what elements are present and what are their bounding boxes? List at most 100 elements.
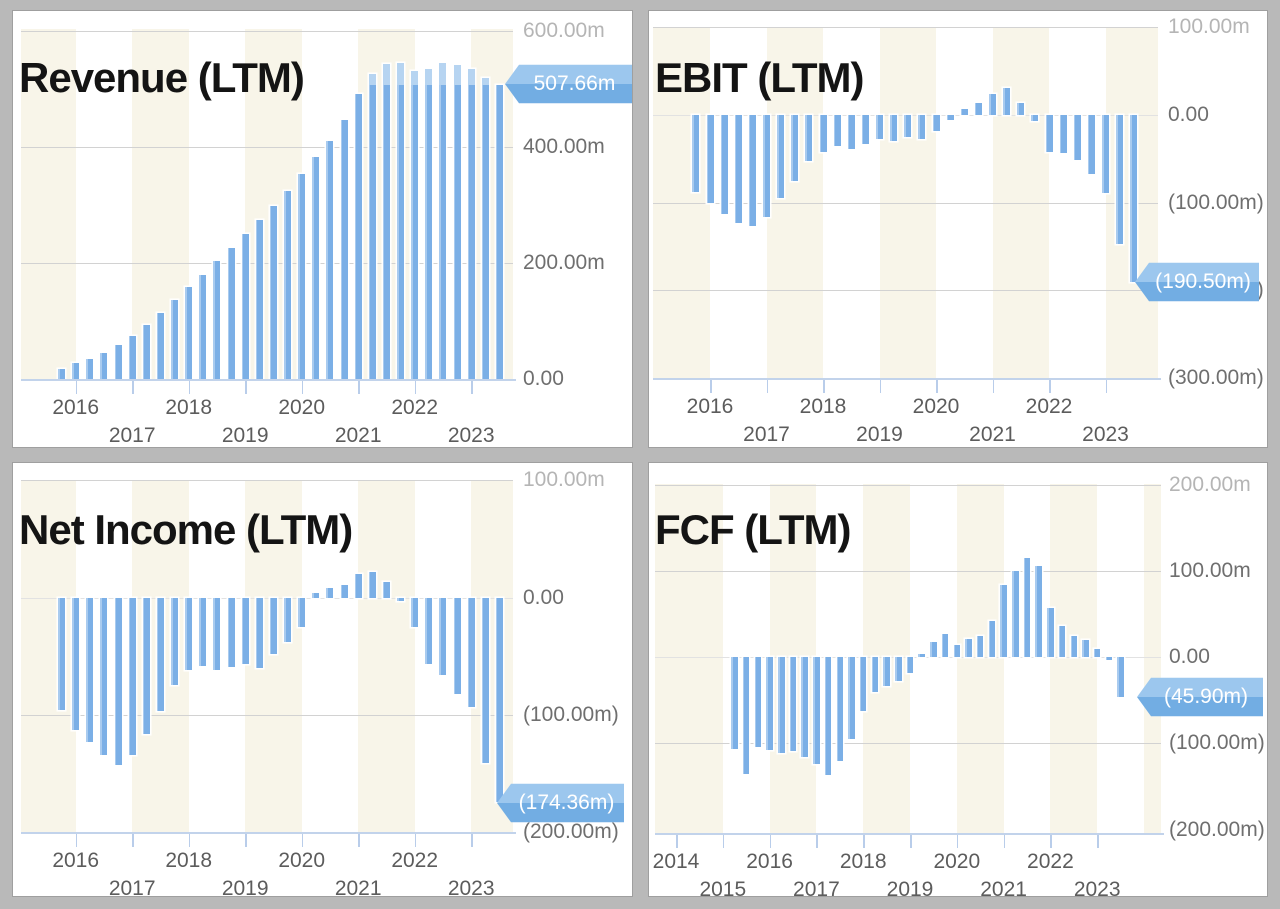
bar[interactable] bbox=[453, 65, 461, 379]
bar[interactable] bbox=[156, 597, 164, 712]
bar[interactable] bbox=[185, 597, 193, 671]
bar[interactable] bbox=[1045, 114, 1053, 153]
bar[interactable] bbox=[976, 635, 984, 658]
bar[interactable] bbox=[1012, 570, 1019, 658]
bar[interactable] bbox=[1093, 648, 1101, 658]
bar[interactable] bbox=[989, 93, 996, 115]
bar[interactable] bbox=[156, 312, 164, 379]
bar[interactable] bbox=[1102, 114, 1109, 193]
bar[interactable] bbox=[763, 114, 770, 217]
bar[interactable] bbox=[859, 657, 867, 712]
bar[interactable] bbox=[241, 597, 249, 665]
bar[interactable] bbox=[731, 657, 738, 749]
bar[interactable] bbox=[1082, 639, 1089, 658]
bar[interactable] bbox=[941, 633, 949, 658]
bar[interactable] bbox=[114, 345, 122, 379]
bar[interactable] bbox=[439, 62, 447, 379]
bar[interactable] bbox=[720, 114, 728, 214]
bar[interactable] bbox=[1035, 565, 1042, 658]
bar[interactable] bbox=[1070, 635, 1078, 658]
bar[interactable] bbox=[754, 657, 762, 747]
bar[interactable] bbox=[199, 274, 207, 379]
bar[interactable] bbox=[813, 657, 820, 765]
bar[interactable] bbox=[86, 597, 94, 742]
bar[interactable] bbox=[213, 261, 221, 379]
bar[interactable] bbox=[801, 657, 808, 758]
bar[interactable] bbox=[481, 597, 489, 763]
bar[interactable] bbox=[171, 300, 179, 379]
bar[interactable] bbox=[481, 77, 489, 379]
bar[interactable] bbox=[100, 597, 108, 755]
bar[interactable] bbox=[1003, 87, 1011, 115]
bar[interactable] bbox=[86, 359, 94, 379]
bar[interactable] bbox=[72, 363, 80, 379]
bar[interactable] bbox=[312, 157, 320, 379]
bar[interactable] bbox=[269, 205, 277, 379]
bar[interactable] bbox=[748, 114, 756, 227]
bar[interactable] bbox=[354, 574, 362, 598]
bar[interactable] bbox=[1017, 103, 1025, 115]
bar[interactable] bbox=[326, 588, 334, 598]
bar[interactable] bbox=[227, 597, 235, 667]
bar[interactable] bbox=[453, 597, 461, 694]
bar[interactable] bbox=[742, 657, 750, 774]
bar[interactable] bbox=[1059, 114, 1067, 154]
bar[interactable] bbox=[1073, 114, 1081, 160]
bar[interactable] bbox=[906, 657, 914, 673]
bar[interactable] bbox=[960, 109, 968, 115]
bar[interactable] bbox=[1047, 608, 1054, 658]
bar[interactable] bbox=[766, 657, 773, 751]
bar[interactable] bbox=[706, 114, 714, 204]
bar[interactable] bbox=[861, 114, 869, 144]
bar[interactable] bbox=[425, 597, 433, 665]
bar[interactable] bbox=[255, 597, 263, 668]
bar[interactable] bbox=[876, 114, 883, 140]
bar[interactable] bbox=[284, 190, 292, 379]
bar[interactable] bbox=[495, 84, 503, 379]
bar[interactable] bbox=[439, 597, 447, 675]
bar[interactable] bbox=[368, 73, 376, 379]
bar[interactable] bbox=[397, 62, 405, 379]
bar[interactable] bbox=[298, 174, 306, 379]
bar[interactable] bbox=[467, 597, 475, 707]
bar[interactable] bbox=[1117, 657, 1124, 697]
bar[interactable] bbox=[791, 114, 799, 181]
bar[interactable] bbox=[1031, 114, 1039, 121]
bar[interactable] bbox=[871, 657, 879, 692]
bar[interactable] bbox=[213, 597, 221, 671]
bar[interactable] bbox=[171, 597, 179, 686]
bar[interactable] bbox=[199, 597, 207, 666]
bar[interactable] bbox=[974, 103, 982, 115]
bar[interactable] bbox=[833, 114, 841, 147]
bar[interactable] bbox=[425, 68, 433, 379]
bar[interactable] bbox=[692, 114, 700, 192]
bar[interactable] bbox=[904, 114, 912, 137]
bar[interactable] bbox=[883, 657, 890, 686]
bar[interactable] bbox=[312, 592, 320, 598]
bar[interactable] bbox=[895, 657, 902, 682]
bar[interactable] bbox=[930, 641, 937, 658]
bar[interactable] bbox=[128, 336, 136, 379]
bar[interactable] bbox=[411, 597, 419, 627]
bar[interactable] bbox=[467, 69, 475, 379]
bar[interactable] bbox=[411, 71, 419, 379]
bar[interactable] bbox=[1023, 558, 1031, 658]
bar[interactable] bbox=[734, 114, 742, 223]
bar[interactable] bbox=[965, 639, 972, 658]
bar[interactable] bbox=[1000, 584, 1007, 658]
bar[interactable] bbox=[100, 352, 108, 379]
bar[interactable] bbox=[340, 584, 348, 598]
bar[interactable] bbox=[824, 657, 832, 776]
bar[interactable] bbox=[953, 645, 961, 658]
bar[interactable] bbox=[1116, 114, 1124, 244]
bar[interactable] bbox=[142, 597, 150, 734]
bar[interactable] bbox=[72, 597, 80, 731]
bar[interactable] bbox=[326, 141, 334, 379]
bar[interactable] bbox=[128, 597, 136, 755]
bar[interactable] bbox=[382, 582, 390, 598]
bar[interactable] bbox=[298, 597, 306, 627]
bar[interactable] bbox=[932, 114, 940, 132]
bar[interactable] bbox=[255, 220, 263, 379]
bar[interactable] bbox=[918, 653, 925, 658]
bar[interactable] bbox=[227, 247, 235, 379]
